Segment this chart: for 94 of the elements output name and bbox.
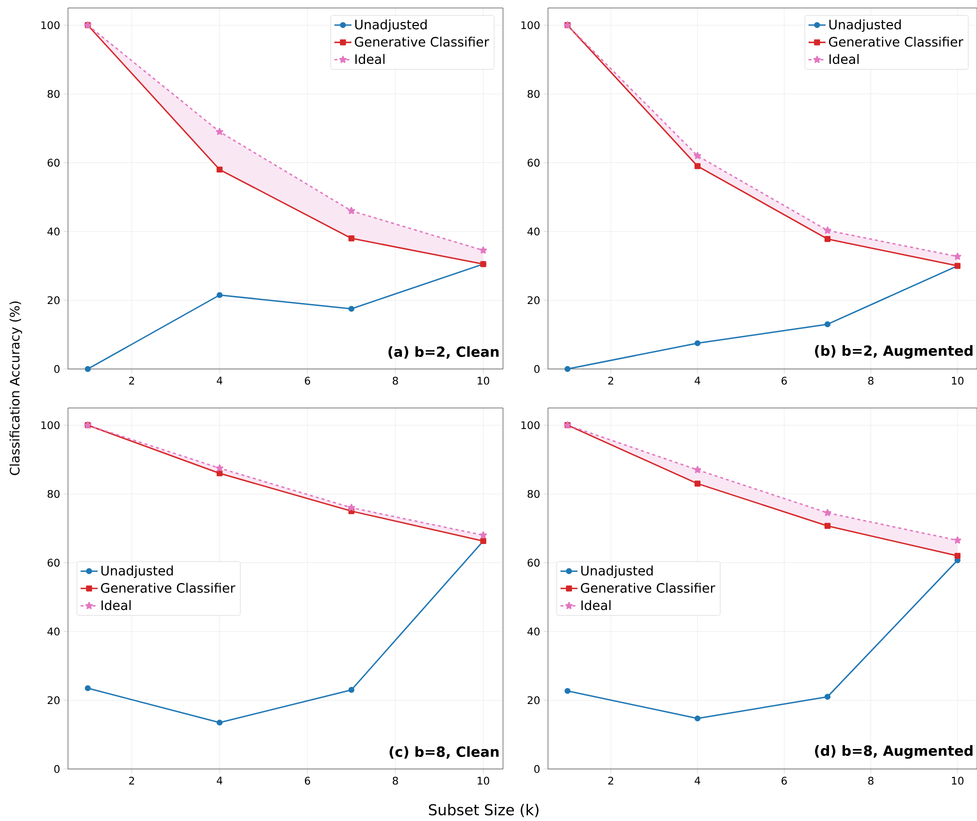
y-tick-label: 40 <box>47 228 60 236</box>
y-tick-label: 100 <box>521 421 540 430</box>
point <box>348 235 354 242</box>
legend-label: Generative Classifier <box>101 582 236 593</box>
point <box>824 321 830 328</box>
y-tick-label: 100 <box>41 21 60 30</box>
x-tick-label: 8 <box>868 376 874 385</box>
legend-label: Generative Classifier <box>828 36 964 47</box>
y-tick-label: 0 <box>54 365 60 373</box>
point <box>348 686 354 693</box>
point <box>216 166 223 173</box>
y-tick-label: 0 <box>54 765 60 773</box>
legend-label: Unadjusted <box>581 566 653 578</box>
x-tick-label: 10 <box>478 776 490 785</box>
x-tick-label: 8 <box>392 776 398 785</box>
point <box>348 504 356 511</box>
y-tick-label: 60 <box>528 558 540 567</box>
y-tick-label: 40 <box>47 628 60 636</box>
x-tick-label: 6 <box>782 376 787 385</box>
point <box>694 163 700 170</box>
point <box>216 464 224 472</box>
y-axis-title: Classification Accuracy (%) <box>10 301 22 476</box>
x-tick-label: 2 <box>608 376 614 385</box>
point <box>824 226 832 234</box>
legend-label: Ideal <box>581 600 611 610</box>
point <box>954 552 960 559</box>
x-tick-label: 2 <box>129 776 134 785</box>
legend-label: Unadjusted <box>101 566 173 578</box>
y-tick-label: 100 <box>41 421 60 430</box>
x-tick-label: 4 <box>694 776 700 784</box>
point <box>954 536 962 544</box>
point <box>824 508 832 516</box>
y-tick-label: 60 <box>528 158 540 167</box>
point <box>694 152 702 160</box>
annotation: (d) b=8, Augmented <box>815 745 972 759</box>
point <box>348 206 356 214</box>
point <box>216 470 223 476</box>
y-tick-label: 0 <box>534 765 540 773</box>
annotation: (a) b=2, Clean <box>388 346 499 359</box>
y-tick-label: 80 <box>528 90 540 98</box>
point <box>824 694 830 700</box>
point <box>564 366 570 372</box>
y-tick-label: 20 <box>48 696 60 704</box>
point <box>824 236 830 242</box>
point <box>216 292 223 298</box>
y-tick-label: 60 <box>48 558 60 567</box>
point <box>84 685 91 692</box>
x-tick-label: 4 <box>694 376 700 384</box>
y-tick-label: 20 <box>528 296 540 304</box>
point <box>216 720 223 726</box>
y-tick-label: 100 <box>521 21 540 30</box>
y-tick-label: 80 <box>48 490 60 498</box>
x-tick-label: 6 <box>782 776 787 785</box>
legend-label: Ideal <box>102 600 131 610</box>
y-tick-label: 40 <box>527 228 540 236</box>
y-tick-label: 80 <box>48 90 60 98</box>
y-tick-label: 80 <box>528 490 540 498</box>
legend-label: Unadjusted <box>829 19 901 32</box>
annotation: (b) b=2, Augmented <box>815 345 972 359</box>
y-tick-label: 20 <box>528 696 540 704</box>
x-axis-title: Subset Size (k) <box>428 804 538 818</box>
point <box>564 688 570 694</box>
point <box>694 340 700 346</box>
y-tick-label: 60 <box>48 158 60 167</box>
legend-label: Ideal <box>355 54 384 64</box>
x-tick-label: 4 <box>216 776 222 784</box>
point <box>694 480 700 487</box>
x-tick-label: 8 <box>868 776 874 785</box>
legend-label: Generative Classifier <box>354 36 490 47</box>
legend-label: Generative Classifier <box>580 582 716 593</box>
x-tick-label: 2 <box>129 376 134 385</box>
x-tick-label: 10 <box>952 776 964 785</box>
point <box>480 531 487 538</box>
x-tick-label: 8 <box>392 376 398 385</box>
y-tick-label: 20 <box>48 296 60 304</box>
point <box>694 715 700 722</box>
annotation: (c) b=8, Clean <box>390 746 499 759</box>
x-tick-label: 4 <box>216 376 222 384</box>
point <box>348 306 354 312</box>
point <box>84 366 91 372</box>
point <box>954 252 962 260</box>
x-tick-label: 6 <box>304 376 310 385</box>
x-tick-label: 10 <box>478 376 490 385</box>
point <box>216 128 224 136</box>
x-tick-label: 6 <box>304 776 310 785</box>
x-tick-label: 10 <box>952 376 964 385</box>
legend-label: Ideal <box>830 54 859 64</box>
y-tick-label: 40 <box>527 628 540 636</box>
legend-label: Unadjusted <box>355 19 427 32</box>
point <box>824 522 830 529</box>
point <box>694 466 702 474</box>
y-tick-label: 0 <box>534 365 540 373</box>
point <box>480 246 487 254</box>
x-tick-label: 2 <box>608 776 614 785</box>
